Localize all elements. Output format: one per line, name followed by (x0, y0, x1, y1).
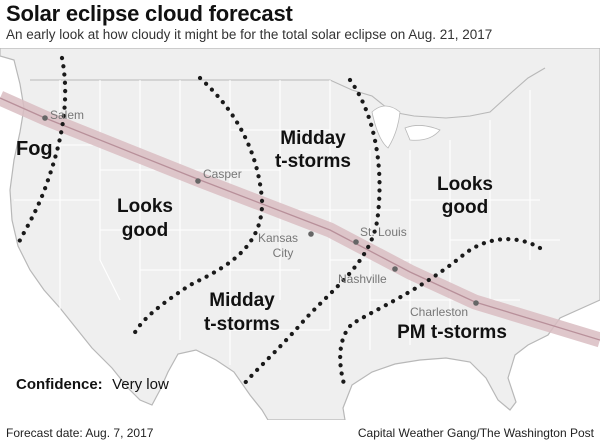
region-label-midday-north-1: Midday (280, 128, 346, 149)
forecast-date: Forecast date: Aug. 7, 2017 (6, 426, 154, 440)
region-label-pm-tstorms: PM t-storms (397, 322, 507, 343)
city-dot-charleston (473, 300, 479, 306)
city-dot-kansas-city (308, 231, 314, 237)
city-markers (42, 115, 479, 306)
confidence-value: Very low (112, 376, 169, 393)
credit-line: Capital Weather Gang/The Washington Post (357, 426, 594, 440)
region-label-looks-good-east-2: good (442, 197, 488, 218)
city-dot-st-louis (353, 239, 359, 245)
page-subtitle: An early look at how cloudy it might be … (6, 27, 493, 42)
city-label-salem: Salem (50, 108, 84, 122)
page-title: Solar eclipse cloud forecast (6, 1, 293, 26)
region-label-looks-good-west-1: Looks (117, 196, 173, 217)
confidence-label: Confidence: (16, 376, 103, 393)
city-label-casper: Casper (203, 167, 242, 181)
great-lakes (371, 105, 441, 149)
region-label-fog: Fog (16, 138, 53, 160)
confidence-line: Confidence: Very low (16, 376, 169, 393)
city-label-nashville: Nashville (338, 272, 387, 286)
canada-border (30, 67, 546, 119)
forecast-boundary-fog (15, 55, 68, 247)
city-label-st-louis: St. Louis (360, 225, 407, 239)
region-label-midday-north-2: t-storms (275, 151, 351, 172)
forecast-boundary-plains (241, 77, 382, 387)
region-label-midday-south-1: Midday (209, 290, 275, 311)
city-label-kansas-city-line2: City (273, 246, 294, 260)
city-dot-nashville (392, 266, 398, 272)
forecast-boundary-east (338, 237, 543, 387)
city-label-kansas-city-line1: Kansas (258, 231, 298, 245)
region-label-looks-good-west-2: good (122, 220, 168, 241)
city-dot-salem (42, 115, 48, 121)
city-label-charleston: Charleston (410, 305, 468, 319)
region-label-midday-south-2: t-storms (204, 314, 280, 335)
region-label-looks-good-east-1: Looks (437, 174, 493, 195)
map-svg: Salem Casper Kansas City St. Louis Nashv… (0, 48, 600, 420)
city-dot-casper (195, 178, 201, 184)
forecast-map: Salem Casper Kansas City St. Louis Nashv… (0, 48, 600, 420)
land-mass (0, 48, 600, 420)
